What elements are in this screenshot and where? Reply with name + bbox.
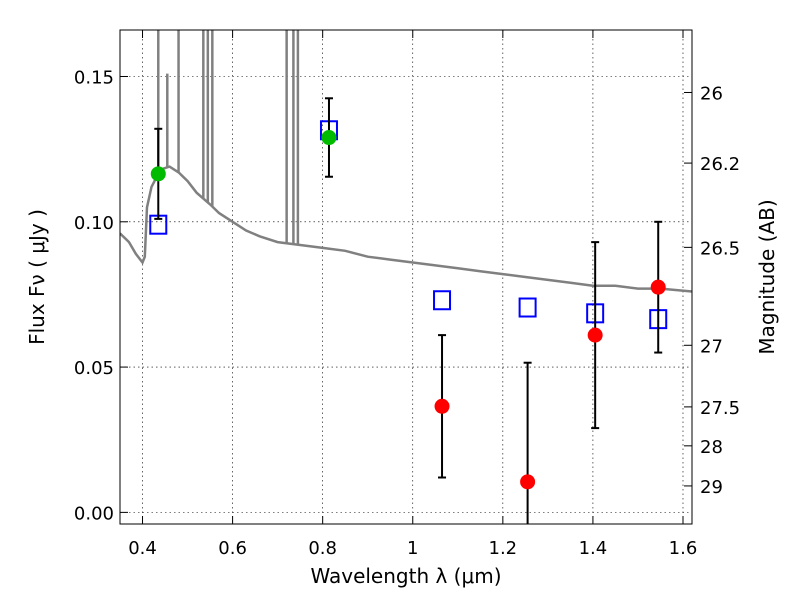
marker-layer (149, 97, 668, 524)
model-spectrum-line (120, 165, 692, 293)
right-axis-tick-label: 27.5 (700, 398, 740, 419)
measurement-point (434, 398, 450, 414)
x-tick-label: 0.4 (128, 538, 157, 559)
right-axis-label: Magnitude (AB) (755, 199, 779, 354)
x-tick-label: 0.8 (308, 538, 337, 559)
plot-frame (119, 29, 693, 525)
right-axis-tick-label: 26.5 (700, 238, 740, 259)
tick-layer: 0.4 0.6 0.8 1 1.2 1.4 1.6 0.00 0.05 0.10 0.15 26 26.… (74, 30, 740, 559)
model-bandpass-square (518, 297, 537, 318)
y-tick-label: 0.00 (74, 503, 114, 524)
x-tick-label: 1.2 (489, 538, 518, 559)
right-axis-tick-label: 28 (700, 437, 723, 458)
x-tick-label: 1 (407, 538, 418, 559)
x-tick-label: 0.6 (218, 538, 247, 559)
right-axis-tick-label: 29 (700, 477, 723, 498)
y-tick-label: 0.15 (74, 67, 114, 88)
grid-lines (120, 30, 692, 524)
x-axis-label: Wavelength λ (μm) (310, 564, 501, 588)
y-axis-label: Flux Fν ( μJy ) (25, 209, 49, 345)
x-tick-label: 1.6 (669, 538, 698, 559)
measurement-point (321, 130, 337, 146)
y-tick-label: 0.10 (74, 213, 114, 234)
right-axis-tick-label: 26 (700, 83, 723, 104)
right-axis-tick-label: 27 (700, 336, 723, 357)
measurement-point (520, 474, 536, 490)
measurement-point (650, 279, 666, 295)
y-tick-label: 0.05 (74, 358, 114, 379)
measurement-point (587, 327, 603, 343)
measurement-point (150, 166, 166, 182)
x-tick-label: 1.4 (579, 538, 608, 559)
model-bandpass-square (433, 290, 452, 311)
spectrum-layer (120, 30, 692, 293)
right-axis-tick-label: 26.2 (700, 154, 740, 175)
